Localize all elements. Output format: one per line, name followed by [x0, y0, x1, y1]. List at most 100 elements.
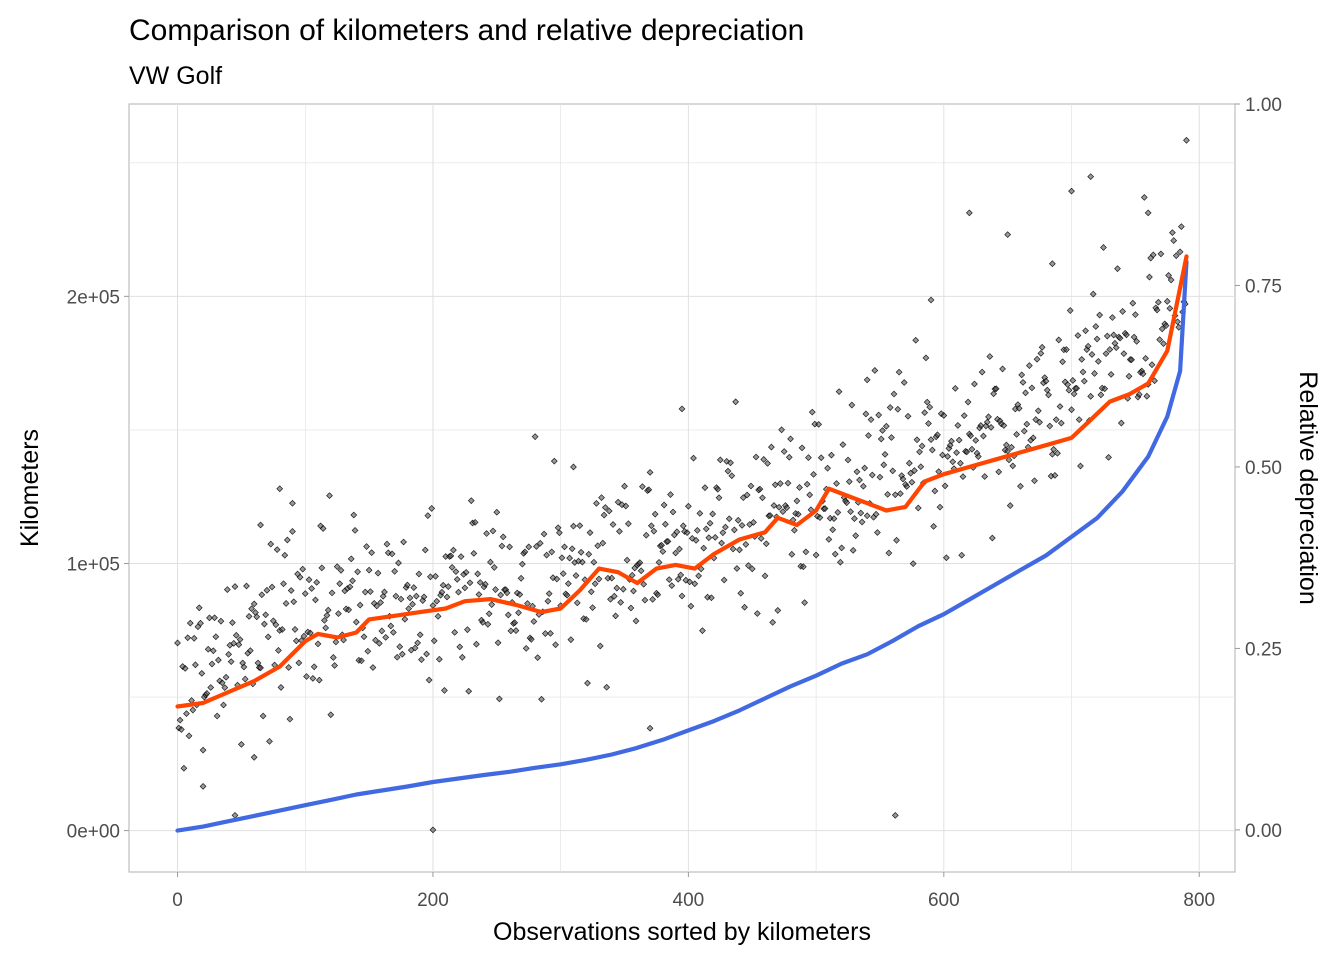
scatter-point [1046, 422, 1054, 430]
scatter-point [891, 811, 899, 819]
scatter-point [655, 559, 663, 566]
scatter-point [393, 653, 401, 661]
scatter-point [1052, 416, 1060, 424]
scatter-point [364, 647, 372, 655]
scatter-point [857, 509, 865, 517]
scatter-point [443, 593, 451, 601]
scatter-point [237, 740, 245, 748]
scatter-point [276, 485, 284, 493]
scatter-point [209, 647, 217, 655]
y2-tick-label: 0.50 [1245, 458, 1282, 479]
scatter-point [696, 509, 704, 517]
scatter-point [899, 475, 907, 483]
scatter-point [616, 528, 623, 535]
scatter-point [662, 520, 669, 528]
scatter-point [900, 379, 908, 386]
scatter-point [1087, 392, 1095, 400]
scatter-point [603, 683, 611, 691]
scatter-point [683, 529, 691, 536]
scatter-point [414, 639, 422, 647]
scatter-point [427, 573, 434, 581]
scatter-point [1004, 231, 1012, 239]
scatter-point [278, 626, 286, 633]
scatter-point [582, 616, 590, 623]
scatter-point [229, 619, 236, 626]
scatter-point [381, 588, 388, 596]
scatter-point [331, 662, 339, 669]
scatter-point [315, 676, 323, 684]
scatter-point [706, 519, 714, 527]
scatter-point [218, 679, 226, 687]
scatter-point [476, 579, 484, 586]
scatter-point [916, 448, 923, 456]
scatter-point [174, 639, 181, 647]
scatter-point [1176, 248, 1184, 256]
scatter-point [1028, 384, 1036, 392]
scatter-point [909, 560, 917, 567]
scatter-point [678, 592, 686, 600]
scatter-point [282, 600, 290, 607]
scatter-point [990, 390, 998, 398]
x-tick-label: 800 [1183, 890, 1215, 911]
scatter-point [285, 664, 293, 671]
scatter-point [352, 618, 360, 626]
scatter-point [1057, 419, 1065, 427]
scatter-point [518, 560, 526, 568]
scatter-point [195, 604, 203, 612]
scatter-point [704, 593, 711, 601]
scatter-point [1082, 327, 1089, 335]
scatter-point [1148, 361, 1156, 369]
scatter-point [921, 409, 929, 416]
scatter-point [1125, 372, 1133, 380]
scatter-point [632, 617, 640, 625]
scatter-point [432, 572, 439, 580]
scatter-point [824, 464, 831, 472]
scatter-point [472, 640, 480, 648]
scatter-point [1131, 311, 1139, 319]
scatter-point [267, 540, 275, 548]
scatter-point [621, 482, 628, 490]
scatter-point [570, 463, 577, 471]
scatter-point [1051, 471, 1059, 479]
scatter-point [779, 508, 787, 516]
scatter-point [329, 654, 337, 661]
scatter-point [575, 557, 582, 565]
scatter-point [649, 595, 657, 603]
scatter-point [584, 679, 591, 687]
scatter-point [686, 578, 694, 586]
scatter-point [289, 499, 296, 507]
scatter-point [798, 444, 806, 452]
scatter-point [264, 633, 272, 641]
scatter-point [428, 505, 436, 512]
scatter-point [544, 597, 552, 605]
scatter-point [593, 499, 600, 507]
scatter-point [561, 543, 568, 551]
scatter-point [831, 550, 839, 558]
scatter-point [207, 684, 215, 691]
scatter-point [220, 701, 227, 709]
scatter-point [677, 571, 685, 579]
scatter-point [189, 706, 197, 714]
scatter-point [448, 563, 456, 571]
scatter-point [829, 526, 837, 534]
scatter-point [1018, 371, 1026, 379]
scatter-point [676, 545, 683, 553]
scatter-point [392, 592, 400, 600]
scatter-point [853, 468, 861, 476]
scatter-point [1063, 346, 1070, 353]
scatter-point [986, 353, 994, 360]
scatter-point [258, 591, 266, 599]
scatter-point [821, 505, 829, 512]
scatter-point [1075, 416, 1083, 423]
scatter-point [379, 592, 387, 600]
scatter-point [803, 480, 811, 488]
scatter-point [1042, 377, 1050, 385]
scatter-point [1116, 334, 1124, 342]
scatter-point [259, 712, 267, 720]
scatter-point [356, 601, 364, 609]
scatter-point [245, 612, 253, 620]
scatter-point [1163, 297, 1171, 305]
scatter-point [429, 826, 437, 834]
scatter-point [1034, 407, 1042, 415]
y2-tick-label: 1.00 [1245, 95, 1282, 116]
